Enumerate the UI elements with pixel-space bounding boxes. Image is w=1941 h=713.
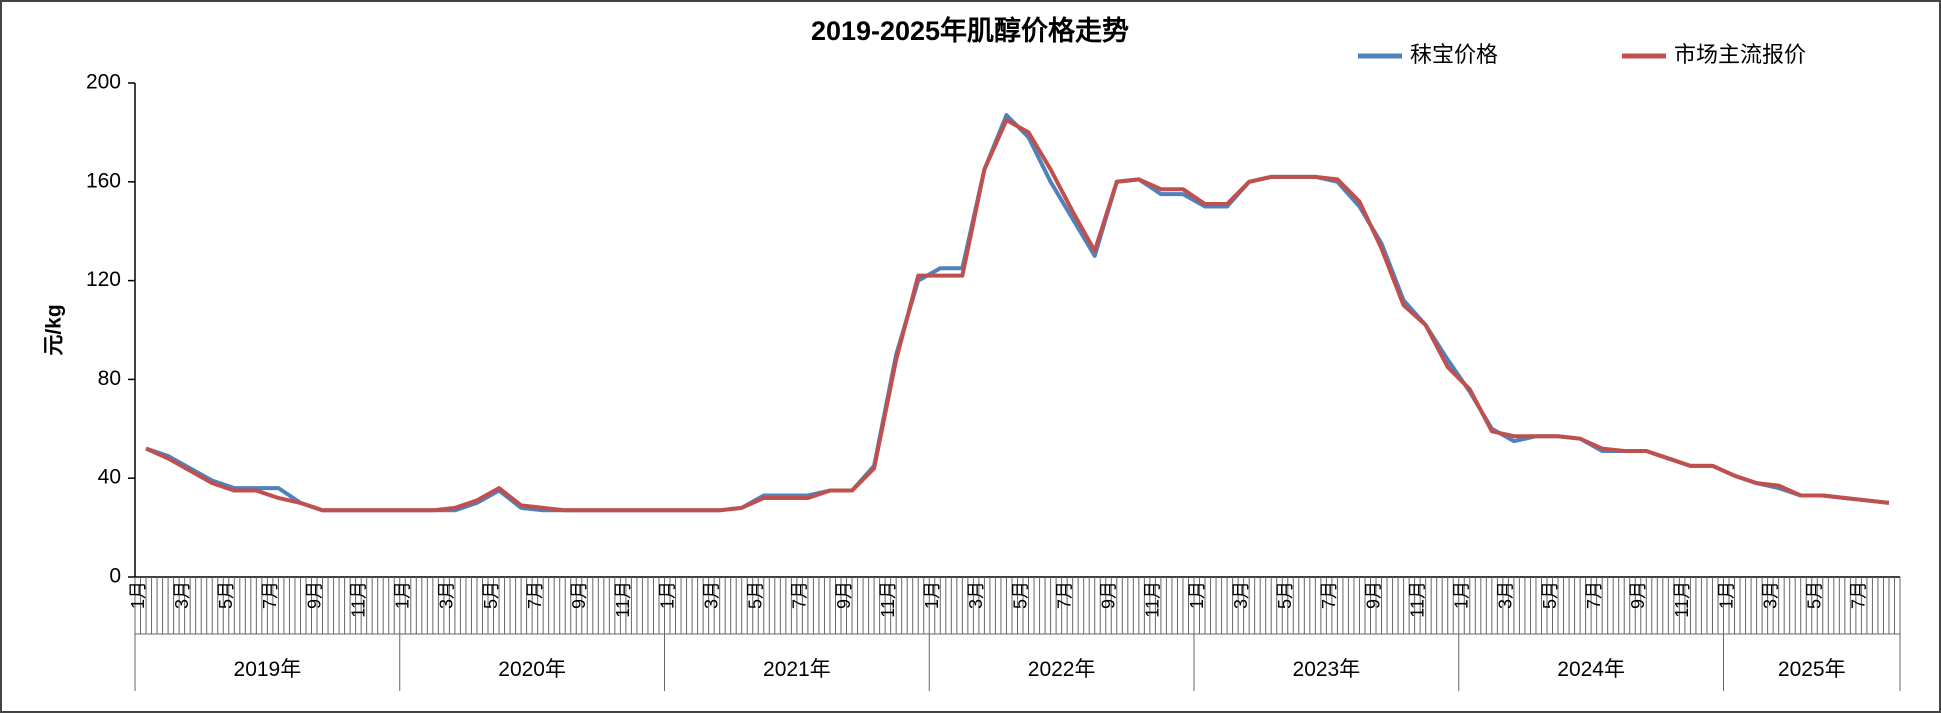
x-tick-label: 1月 xyxy=(922,581,942,609)
x-tick-label: 7月 xyxy=(1319,581,1339,609)
y-tick-label: 120 xyxy=(86,268,121,291)
x-tick-label: 9月 xyxy=(834,581,854,609)
x-tick-label: 5月 xyxy=(1540,581,1560,609)
x-tick-label: 3月 xyxy=(172,581,192,609)
x-tick-label: 1月 xyxy=(128,581,148,609)
x-tick-label: 5月 xyxy=(1010,581,1030,609)
legend-label: 秣宝价格 xyxy=(1410,42,1498,67)
x-tick-label: 9月 xyxy=(569,581,589,609)
year-label: 2025年 xyxy=(1778,658,1846,681)
y-tick-label: 160 xyxy=(86,169,121,192)
year-label: 2022年 xyxy=(1028,658,1096,681)
year-label: 2019年 xyxy=(234,658,302,681)
x-tick-label: 1月 xyxy=(393,581,413,609)
x-tick-label: 7月 xyxy=(525,581,545,609)
x-tick-label: 5月 xyxy=(746,581,766,609)
x-tick-label: 11月 xyxy=(1672,581,1692,618)
year-label: 2024年 xyxy=(1557,658,1625,681)
x-tick-label: 11月 xyxy=(348,581,368,618)
year-label: 2021年 xyxy=(763,658,831,681)
x-tick-label: 11月 xyxy=(878,581,898,618)
x-tick-label: 9月 xyxy=(1363,581,1383,609)
x-tick-label: 7月 xyxy=(1584,581,1604,609)
x-tick-label: 9月 xyxy=(1628,581,1648,609)
x-tick-label: 7月 xyxy=(260,581,280,609)
year-label: 2023年 xyxy=(1293,658,1361,681)
chart-title: 2019-2025年肌醇价格走势 xyxy=(811,15,1129,46)
x-tick-label: 3月 xyxy=(701,581,721,609)
x-tick-label: 11月 xyxy=(613,581,633,618)
x-tick-label: 5月 xyxy=(1275,581,1295,609)
y-tick-label: 40 xyxy=(98,466,121,489)
x-tick-label: 3月 xyxy=(1496,581,1516,609)
x-tick-label: 1月 xyxy=(1716,581,1736,609)
x-tick-label: 5月 xyxy=(216,581,236,609)
x-tick-label: 9月 xyxy=(304,581,324,609)
x-tick-label: 3月 xyxy=(966,581,986,609)
y-tick-label: 200 xyxy=(86,71,121,94)
x-tick-label: 9月 xyxy=(1099,581,1119,609)
x-tick-label: 1月 xyxy=(1452,581,1472,609)
x-tick-label: 1月 xyxy=(1187,581,1207,609)
y-tick-label: 0 xyxy=(109,565,121,588)
x-tick-label: 11月 xyxy=(1407,581,1427,618)
y-axis-label: 元/kg xyxy=(43,304,66,355)
x-tick-label: 1月 xyxy=(657,581,677,609)
x-tick-label: 3月 xyxy=(1231,581,1251,609)
x-tick-label: 7月 xyxy=(1849,581,1869,609)
y-tick-label: 80 xyxy=(98,367,121,390)
x-tick-label: 5月 xyxy=(481,581,501,609)
x-tick-label: 11月 xyxy=(1143,581,1163,618)
x-tick-label: 3月 xyxy=(1760,581,1780,609)
legend-label: 市场主流报价 xyxy=(1674,42,1806,67)
year-label: 2020年 xyxy=(498,658,566,681)
x-tick-label: 7月 xyxy=(1054,581,1074,609)
x-tick-label: 5月 xyxy=(1805,581,1825,609)
x-tick-label: 3月 xyxy=(437,581,457,609)
x-tick-label: 7月 xyxy=(790,581,810,609)
series-line xyxy=(145,118,1890,513)
